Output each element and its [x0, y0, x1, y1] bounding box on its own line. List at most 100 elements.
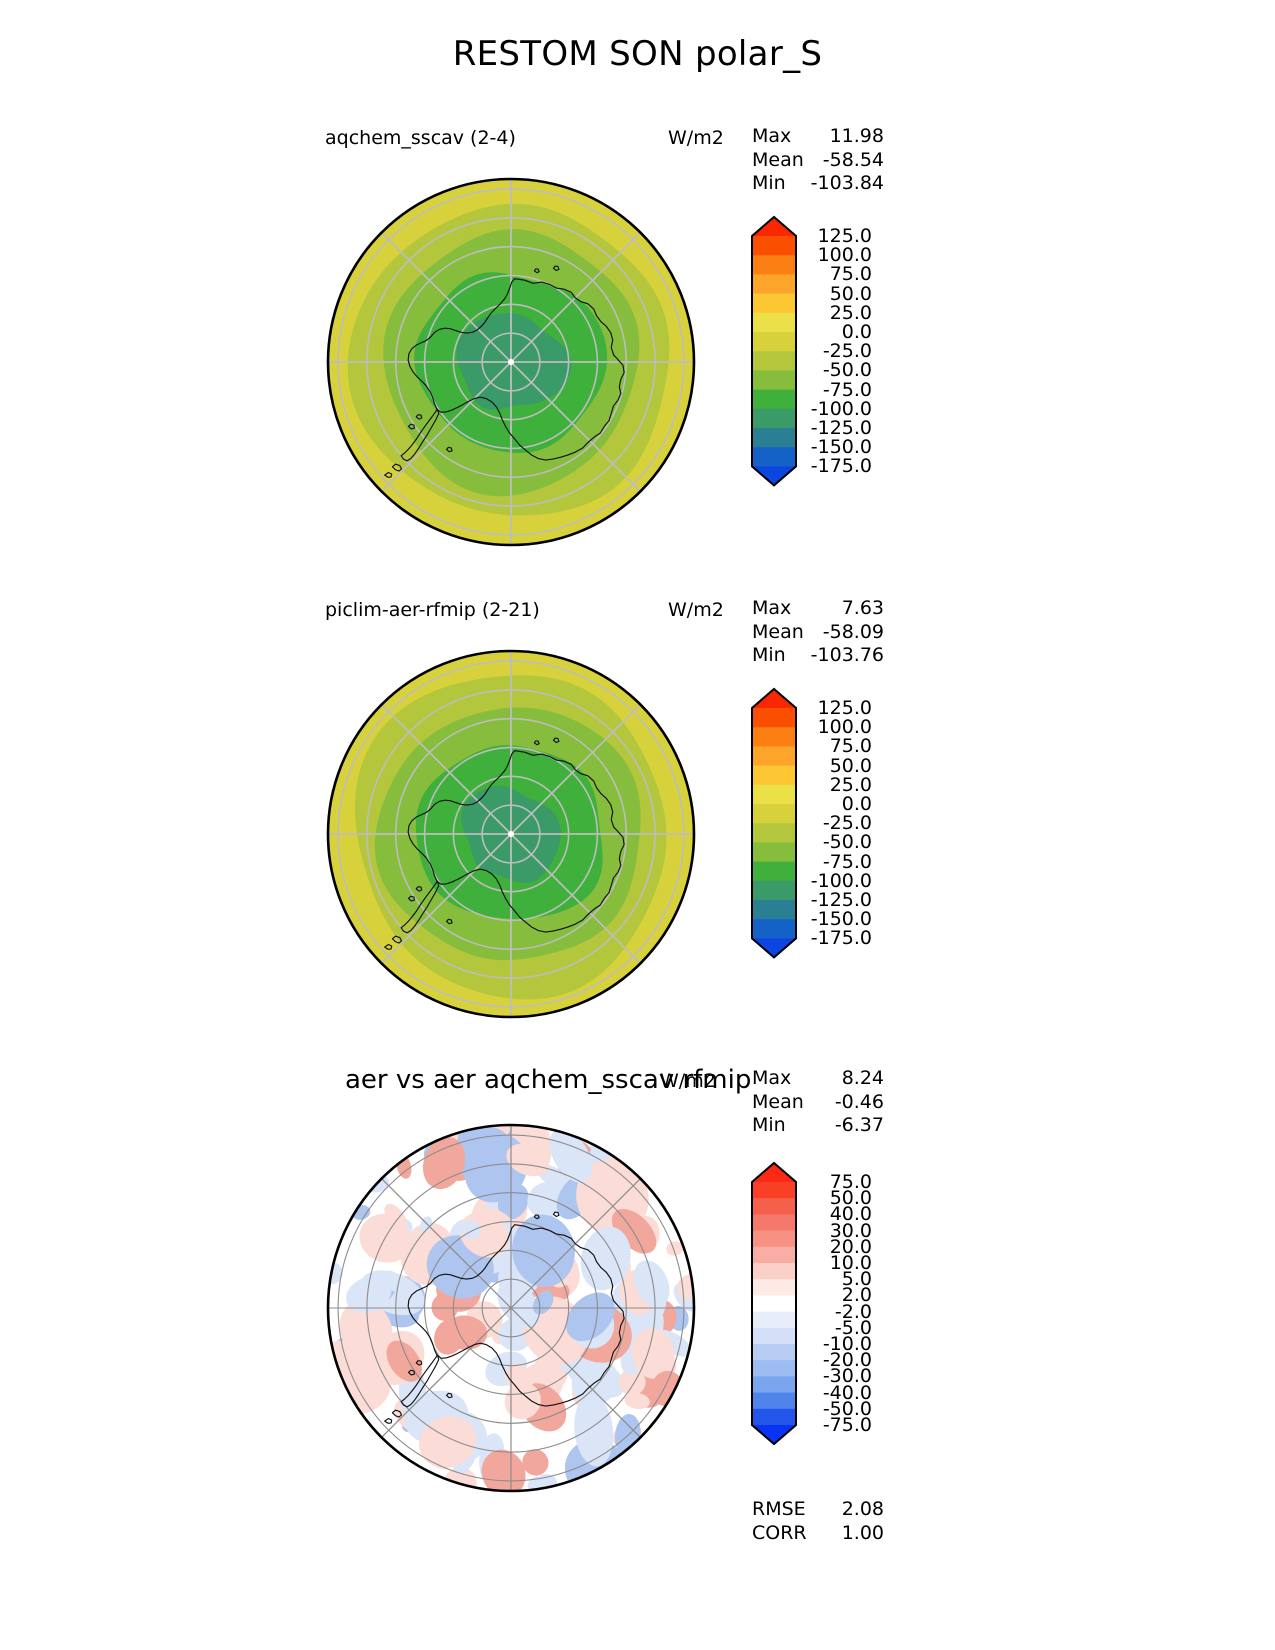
polar-map-svg — [326, 177, 696, 547]
colorbar-tick-label: -175.0 — [810, 455, 872, 478]
colorbar-tick-label: -100.0 — [810, 869, 872, 892]
colorbar-tick-label: -150.0 — [810, 908, 872, 931]
colorbar-tick-label: -75.0 — [822, 850, 872, 873]
score-key: CORR — [752, 1521, 807, 1544]
coastline — [384, 1211, 625, 1424]
colorbar-svg — [751, 687, 797, 959]
colorbar-tick-label: 50.0 — [829, 282, 872, 305]
colorbar-tick-label: -150.0 — [810, 436, 872, 459]
score-block: RMSE 2.08 CORR 1.00 — [752, 1498, 892, 1545]
stat-key: Min — [752, 644, 786, 666]
colorbar-tick-label: -20.0 — [822, 1349, 872, 1372]
data-field — [328, 1125, 694, 1491]
score-row: RMSE 2.08 — [752, 1498, 892, 1522]
colorbar-tick-label: 50.0 — [829, 1187, 872, 1210]
stat-value: -58.54 — [822, 148, 884, 171]
stat-key: Mean — [752, 148, 804, 171]
colorbar-tick-label: -125.0 — [810, 889, 872, 911]
colorbar-tick-label: 75.0 — [829, 1171, 872, 1193]
stats-block: Max 8.24 Mean -0.46 Min -6.37 — [752, 1067, 892, 1138]
stat-row: Max 11.98 — [752, 125, 892, 149]
stat-row: Mean -58.09 — [752, 621, 892, 645]
colorbar-tick-label: -75.0 — [822, 378, 872, 401]
stat-row: Min -6.37 — [752, 1114, 892, 1138]
colorbar-tick-label: -5.0 — [834, 1316, 872, 1339]
polar-map[interactable] — [311, 634, 711, 1034]
colorbar[interactable]: 125.0 100.0 75.0 50.0 25.0 0.0 -25.0 -50.0 -75.0… — [748, 214, 898, 488]
polar-map[interactable] — [311, 1108, 711, 1508]
panel-title: piclim-aer-rfmip (2-21) — [325, 599, 540, 621]
colorbar-tick-label: 40.0 — [829, 1203, 872, 1226]
colorbar-tick-label: -10.0 — [822, 1333, 872, 1355]
colorbar-tick-label: -75.0 — [822, 1414, 872, 1436]
colorbar-tick-label: -25.0 — [822, 812, 872, 835]
stat-row: Mean -0.46 — [752, 1091, 892, 1115]
score-value: 1.00 — [841, 1521, 884, 1544]
score-row: CORR 1.00 — [752, 1522, 892, 1546]
colorbar-svg — [751, 215, 797, 487]
stat-value: -103.84 — [810, 172, 884, 194]
colorbar-tick-label: 75.0 — [829, 735, 872, 758]
stat-key: Min — [752, 1114, 786, 1136]
colorbar-tick-label: 10.0 — [829, 1252, 872, 1274]
stat-key: Max — [752, 125, 792, 147]
colorbar-tick-label: 2.0 — [841, 1284, 872, 1307]
colorbar-tick-label: -50.0 — [822, 359, 872, 382]
colorbar-tick-label: 100.0 — [817, 244, 872, 267]
units-label: W/m2 — [668, 599, 724, 621]
stat-row: Min -103.84 — [752, 172, 892, 196]
stat-row: Mean -58.54 — [752, 149, 892, 173]
colorbar-tick-label: 0.0 — [841, 321, 872, 343]
page-title: RESTOM SON polar_S — [452, 34, 823, 74]
stat-row: Max 7.63 — [752, 597, 892, 621]
stat-key: Mean — [752, 1090, 804, 1113]
stat-value: -103.76 — [810, 644, 884, 666]
stat-value: -6.37 — [834, 1114, 884, 1136]
colorbar-tick-label: -30.0 — [822, 1365, 872, 1388]
colorbar-tick-label: -40.0 — [822, 1381, 872, 1404]
colorbar-tick-label: 75.0 — [829, 263, 872, 286]
map-boundary — [326, 1123, 696, 1493]
stats-block: Max 7.63 Mean -58.09 Min -103.76 — [752, 597, 892, 668]
stat-value: 11.98 — [829, 125, 884, 147]
map-boundary — [326, 649, 696, 1019]
colorbar-tick-label: 125.0 — [817, 225, 872, 247]
coastline — [384, 265, 625, 478]
colorbar-tick-label: 25.0 — [829, 301, 872, 324]
stat-key: Min — [752, 172, 786, 194]
colorbar-tick-label: -50.0 — [822, 831, 872, 854]
colorbar-tick-label: 5.0 — [841, 1268, 872, 1291]
stat-value: -0.46 — [834, 1090, 884, 1113]
colorbar[interactable]: 125.0 100.0 75.0 50.0 25.0 0.0 -25.0 -50.0 -75.0… — [748, 686, 898, 960]
colorbar-tick-label: 0.0 — [841, 793, 872, 815]
stat-value: -58.09 — [822, 620, 884, 643]
units-label: W/m2 — [660, 1070, 716, 1092]
panel-title: aer vs aer aqchem_sscav rfmip — [345, 1065, 752, 1095]
colorbar-tick-label: -2.0 — [834, 1300, 872, 1323]
stat-value: 7.63 — [841, 597, 884, 619]
colorbar-tick-label: -100.0 — [810, 397, 872, 420]
colorbar-tick-label: -125.0 — [810, 417, 872, 439]
colorbar-tick-label: 20.0 — [829, 1235, 872, 1258]
score-value: 2.08 — [841, 1498, 884, 1520]
colorbar[interactable]: 75.0 50.0 40.0 30.0 20.0 10.0 5.0 2.0 -2.0 -5.0 -1… — [748, 1160, 898, 1447]
colorbar-svg — [751, 1161, 797, 1446]
graticule — [328, 1125, 694, 1491]
map-boundary — [326, 177, 696, 547]
colorbar-tick-label: 50.0 — [829, 754, 872, 777]
colorbar-tick-label: 25.0 — [829, 773, 872, 796]
polar-map-svg — [326, 649, 696, 1019]
stat-key: Mean — [752, 620, 804, 643]
polar-map-svg — [326, 1123, 696, 1493]
stat-row: Min -103.76 — [752, 644, 892, 668]
colorbar-tick-label: 125.0 — [817, 697, 872, 719]
stat-key: Max — [752, 1067, 792, 1089]
colorbar-tick-label: -25.0 — [822, 340, 872, 363]
panel-title: aqchem_sscav (2-4) — [325, 127, 516, 149]
stats-block: Max 11.98 Mean -58.54 Min -103.84 — [752, 125, 892, 196]
stat-value: 8.24 — [841, 1067, 884, 1089]
polar-map[interactable] — [311, 162, 711, 562]
colorbar-tick-label: -175.0 — [810, 927, 872, 950]
colorbar-tick-label: 30.0 — [829, 1219, 872, 1242]
stat-key: Max — [752, 597, 792, 619]
